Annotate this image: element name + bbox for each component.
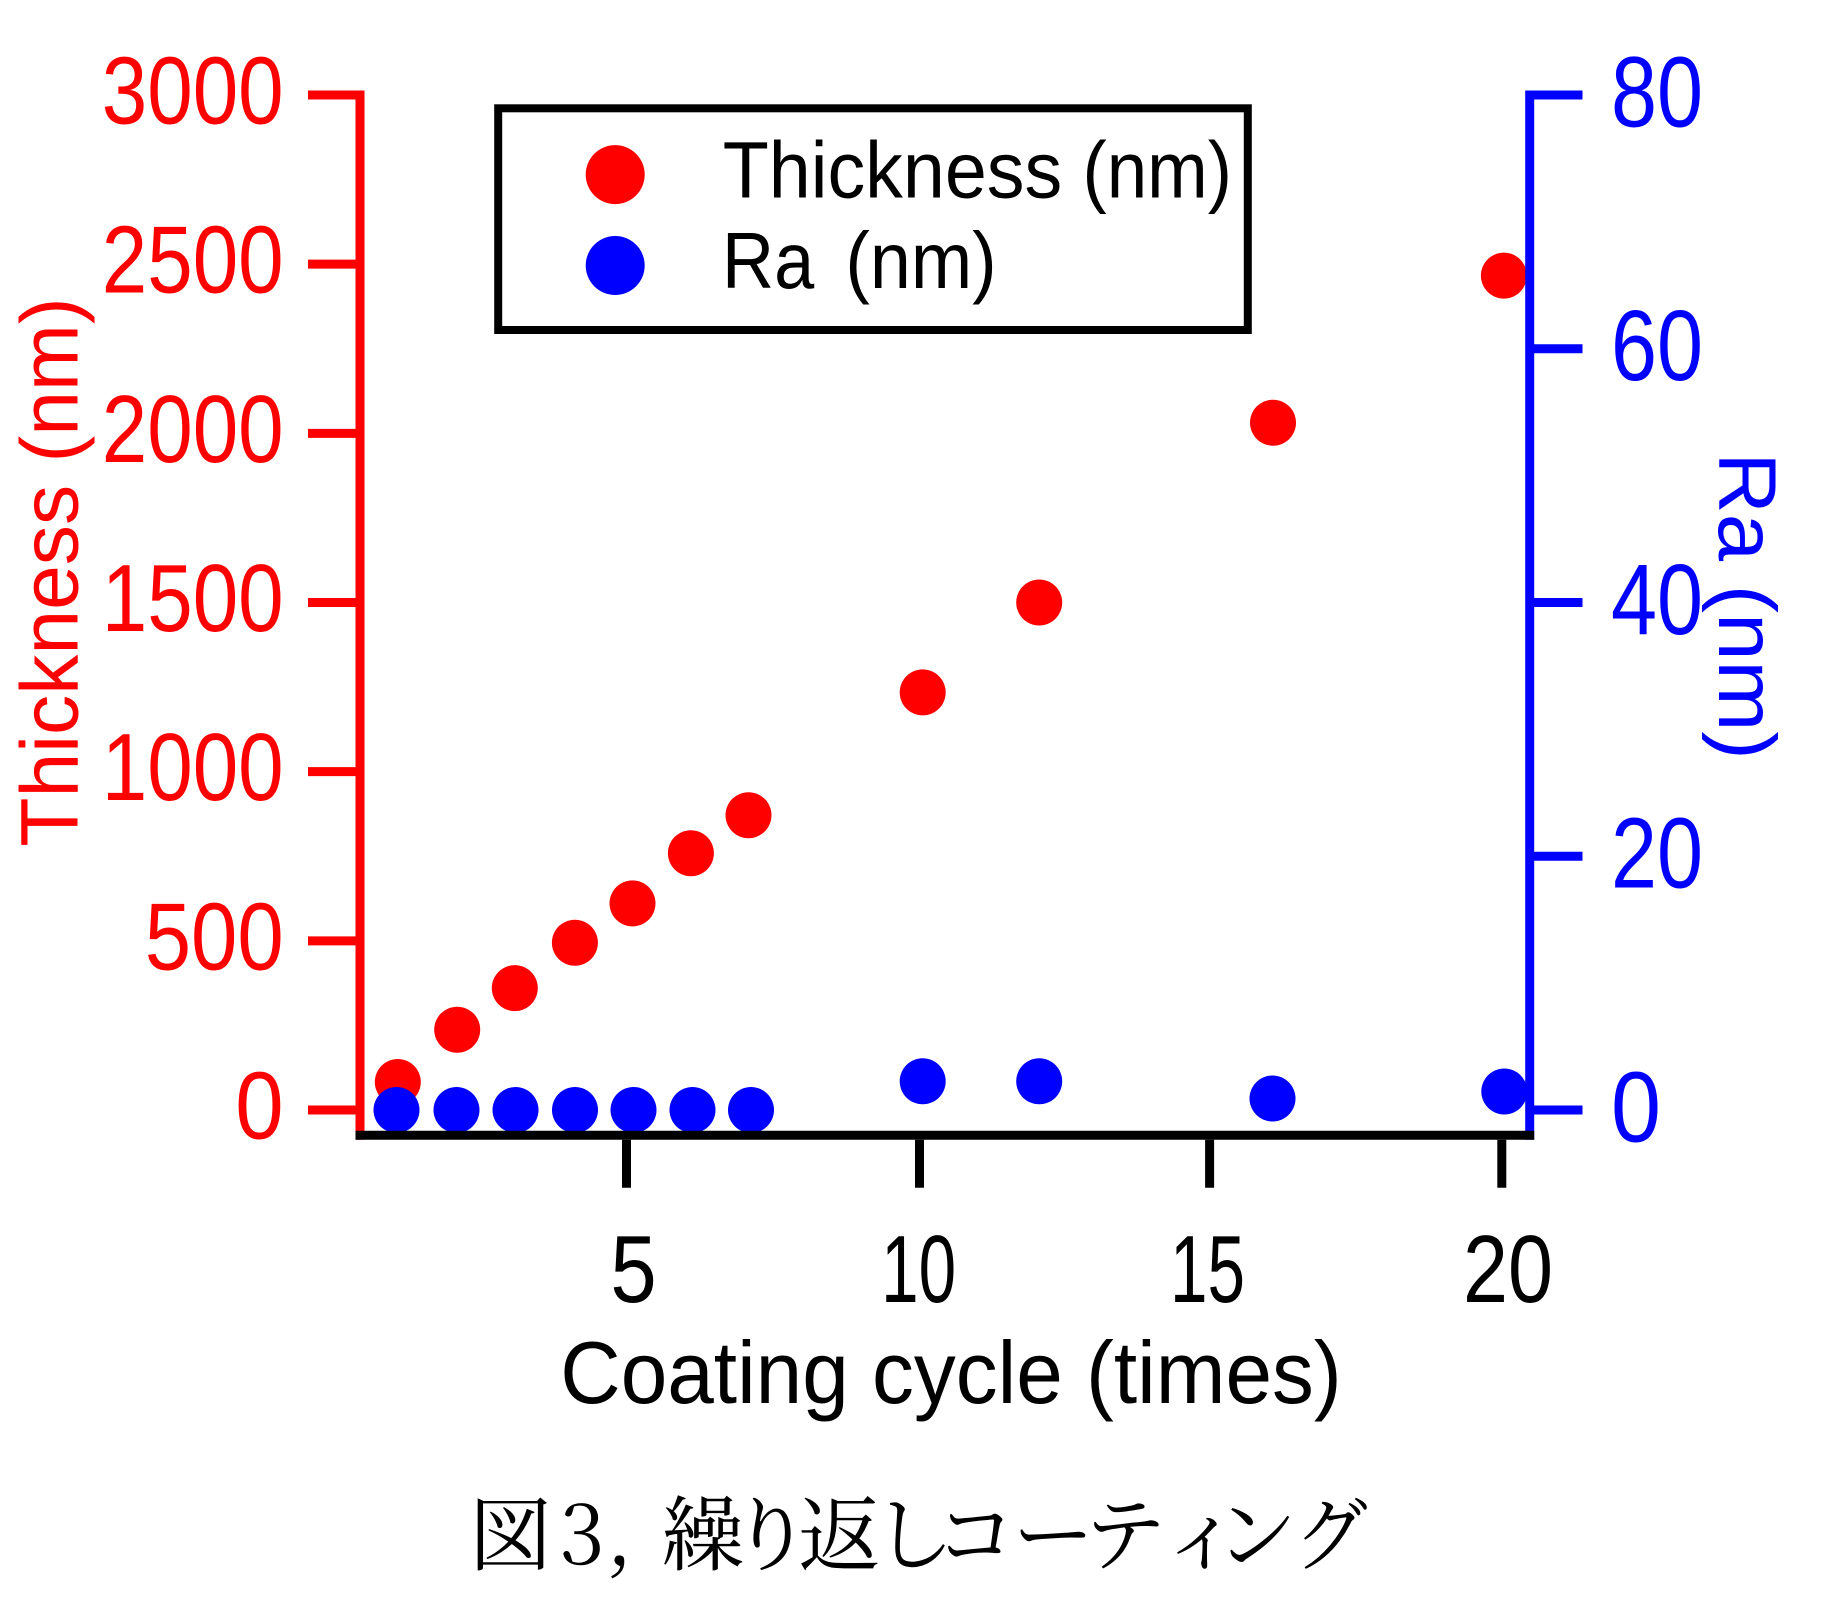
svg-text:60: 60 (1611, 290, 1703, 402)
svg-text:Ra: Ra (722, 216, 815, 305)
svg-text:(nm): (nm) (1083, 125, 1233, 214)
svg-text:Thickness (nm): Thickness (nm) (5, 297, 96, 846)
svg-text:10: 10 (881, 1217, 956, 1323)
svg-text:0: 0 (1611, 1051, 1661, 1163)
svg-text:15: 15 (1170, 1217, 1245, 1323)
svg-text:20: 20 (1463, 1217, 1553, 1323)
svg-text:0: 0 (235, 1054, 283, 1160)
svg-text:Thickness: Thickness (723, 125, 1062, 214)
svg-text:500: 500 (145, 884, 284, 990)
svg-text:(nm): (nm) (845, 216, 996, 305)
svg-text:40: 40 (1611, 544, 1703, 656)
svg-text:80: 80 (1611, 36, 1703, 148)
svg-text:3000: 3000 (102, 39, 284, 145)
svg-text:Coating cycle (times): Coating cycle (times) (560, 1323, 1342, 1422)
svg-text:2500: 2500 (102, 208, 284, 314)
svg-text:20: 20 (1611, 798, 1703, 910)
svg-text:1000: 1000 (102, 715, 284, 821)
svg-text:2000: 2000 (102, 377, 284, 483)
svg-text:Ra (nm): Ra (nm) (1701, 452, 1792, 759)
svg-text:1500: 1500 (102, 546, 284, 652)
svg-text:5: 5 (610, 1217, 656, 1323)
